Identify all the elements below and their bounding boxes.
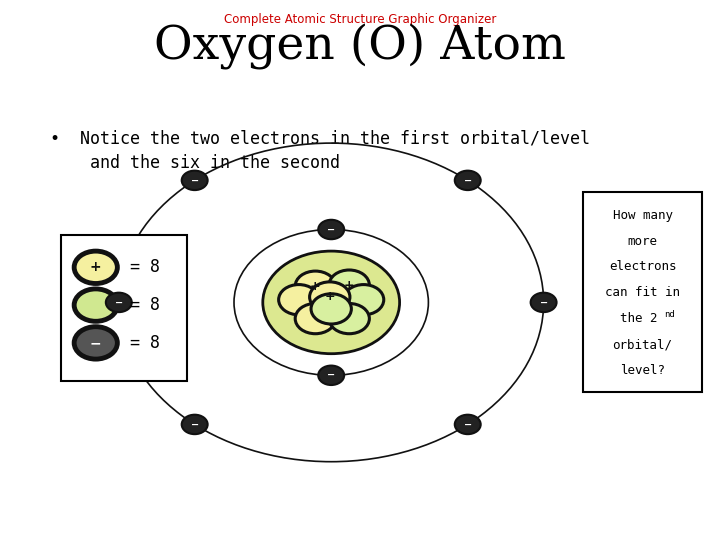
Circle shape <box>455 415 481 434</box>
Text: more: more <box>628 234 657 247</box>
Text: +: + <box>310 280 320 293</box>
Text: the 2: the 2 <box>620 312 658 325</box>
Text: +: + <box>344 279 354 292</box>
Circle shape <box>343 285 384 315</box>
Circle shape <box>531 293 557 312</box>
Circle shape <box>455 171 481 190</box>
Text: +: + <box>90 260 102 274</box>
Text: −: − <box>114 298 123 307</box>
Text: −: − <box>191 420 199 429</box>
Circle shape <box>295 271 336 301</box>
Text: = 8: = 8 <box>130 258 161 276</box>
Text: +: + <box>325 291 335 303</box>
Circle shape <box>181 171 207 190</box>
Circle shape <box>311 294 351 324</box>
Circle shape <box>263 251 400 354</box>
Circle shape <box>329 303 369 334</box>
Circle shape <box>74 327 117 359</box>
Text: Oxygen (O) Atom: Oxygen (O) Atom <box>154 24 566 70</box>
Text: and the six in the second: and the six in the second <box>50 154 341 172</box>
Circle shape <box>295 303 336 334</box>
Text: −: − <box>464 176 472 185</box>
Circle shape <box>106 293 132 312</box>
Circle shape <box>279 285 319 315</box>
Circle shape <box>318 220 344 239</box>
Text: = 8: = 8 <box>130 334 161 352</box>
Text: Complete Atomic Structure Graphic Organizer: Complete Atomic Structure Graphic Organi… <box>224 14 496 26</box>
FancyBboxPatch shape <box>61 235 187 381</box>
Circle shape <box>74 251 117 284</box>
Text: level?: level? <box>620 364 665 377</box>
Text: −: − <box>464 420 472 429</box>
Text: orbital/: orbital/ <box>613 338 672 351</box>
Text: can fit in: can fit in <box>605 286 680 299</box>
Text: −: − <box>539 298 548 307</box>
Circle shape <box>318 366 344 385</box>
Text: nd: nd <box>665 309 675 319</box>
Text: •  Notice the two electrons in the first orbital/level: • Notice the two electrons in the first … <box>50 130 590 147</box>
Text: −: − <box>191 176 199 185</box>
Circle shape <box>181 415 207 434</box>
Circle shape <box>329 270 369 300</box>
Text: −: − <box>327 225 336 234</box>
Circle shape <box>310 282 350 312</box>
Text: = 8: = 8 <box>130 296 161 314</box>
Text: −: − <box>327 370 336 380</box>
Circle shape <box>74 289 117 321</box>
FancyBboxPatch shape <box>583 192 702 392</box>
Text: −: − <box>90 336 102 350</box>
Text: electrons: electrons <box>609 260 676 273</box>
Text: How many: How many <box>613 208 672 221</box>
